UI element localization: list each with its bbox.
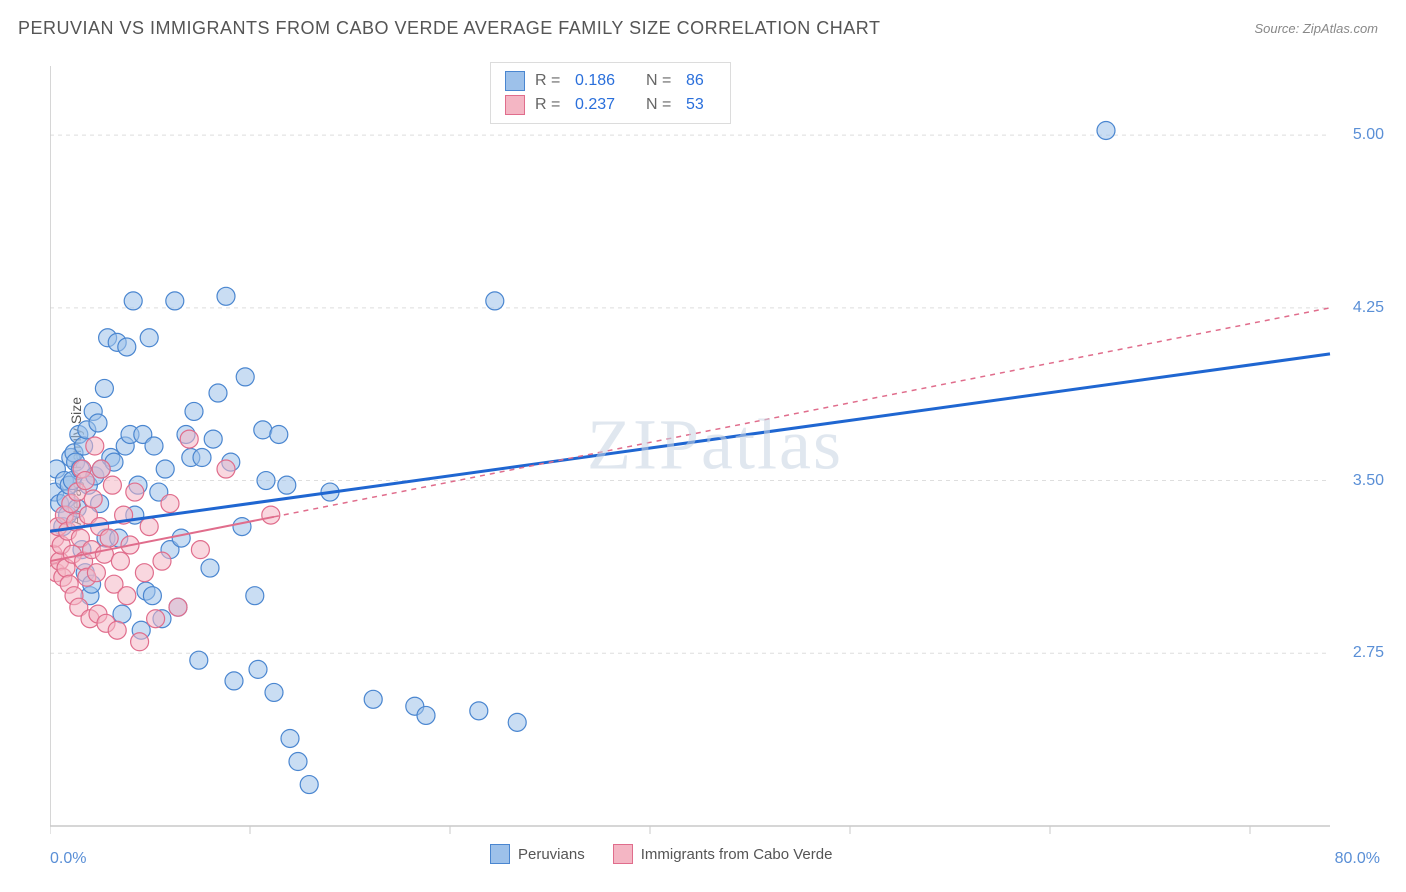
chart-header: PERUVIAN VS IMMIGRANTS FROM CABO VERDE A… — [0, 0, 1406, 49]
x-axis-min: 0.0% — [50, 850, 86, 868]
legend-row-cabo-verde: R = 0.237 N = 53 — [505, 93, 716, 117]
legend-item-peruvians: Peruvians — [490, 844, 585, 864]
legend-swatch-cabo-verde — [505, 95, 525, 115]
legend-label: Immigrants from Cabo Verde — [641, 846, 833, 863]
n-value: 86 — [686, 72, 716, 90]
legend-swatch-peruvians — [490, 844, 510, 864]
y-tick-label: 4.25 — [1353, 299, 1384, 317]
legend-swatch-peruvians — [505, 71, 525, 91]
y-tick-label: 5.00 — [1353, 126, 1384, 144]
n-label: N = — [646, 72, 676, 90]
chart-title: PERUVIAN VS IMMIGRANTS FROM CABO VERDE A… — [18, 18, 880, 39]
n-value: 53 — [686, 96, 716, 114]
series-legend: Peruvians Immigrants from Cabo Verde — [490, 844, 832, 864]
legend-label: Peruvians — [518, 846, 585, 863]
x-axis-max: 80.0% — [1335, 850, 1380, 868]
correlation-legend: R = 0.186 N = 86 R = 0.237 N = 53 — [490, 62, 731, 124]
r-label: R = — [535, 72, 565, 90]
legend-item-cabo-verde: Immigrants from Cabo Verde — [613, 844, 833, 864]
legend-swatch-cabo-verde — [613, 844, 633, 864]
chart-source: Source: ZipAtlas.com — [1254, 21, 1378, 36]
r-value: 0.237 — [575, 96, 630, 114]
scatter-plot — [50, 56, 1380, 866]
r-label: R = — [535, 96, 565, 114]
y-tick-label: 3.50 — [1353, 472, 1384, 490]
n-label: N = — [646, 96, 676, 114]
chart-container: Average Family Size ZIPatlas R = 0.186 N… — [50, 56, 1380, 866]
y-tick-label: 2.75 — [1353, 644, 1384, 662]
legend-row-peruvians: R = 0.186 N = 86 — [505, 69, 716, 93]
r-value: 0.186 — [575, 72, 630, 90]
